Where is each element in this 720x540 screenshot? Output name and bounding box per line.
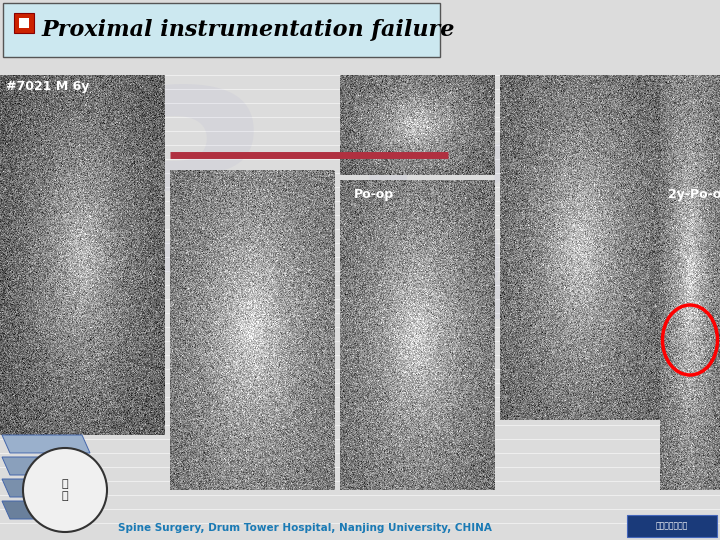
Text: Spine Surgery, Drum Tower Hospital, Nanjing University, CHINA: Spine Surgery, Drum Tower Hospital, Nanj… [118,523,492,533]
Circle shape [23,448,107,532]
Text: 5: 5 [343,129,517,371]
Text: 2: 2 [473,129,647,371]
Polygon shape [2,501,75,519]
Text: Proximal instrumentation failure: Proximal instrumentation failure [42,19,455,41]
Bar [19,18,29,28]
Polygon shape [2,435,90,453]
Text: #7021 M 6y: #7021 M 6y [6,80,89,93]
Bar [14,13,34,33]
Text: Po-op: Po-op [354,188,394,201]
Text: 2y-Po-op: 2y-Po-op [668,188,720,201]
Polygon shape [2,457,85,475]
Text: 3: 3 [103,79,277,321]
Polygon shape [2,479,80,497]
Text: 医
院: 医 院 [62,479,68,501]
Text: 脊柱外科仁外科: 脊柱外科仁外科 [656,522,688,530]
FancyBboxPatch shape [3,3,440,57]
FancyBboxPatch shape [627,515,717,537]
